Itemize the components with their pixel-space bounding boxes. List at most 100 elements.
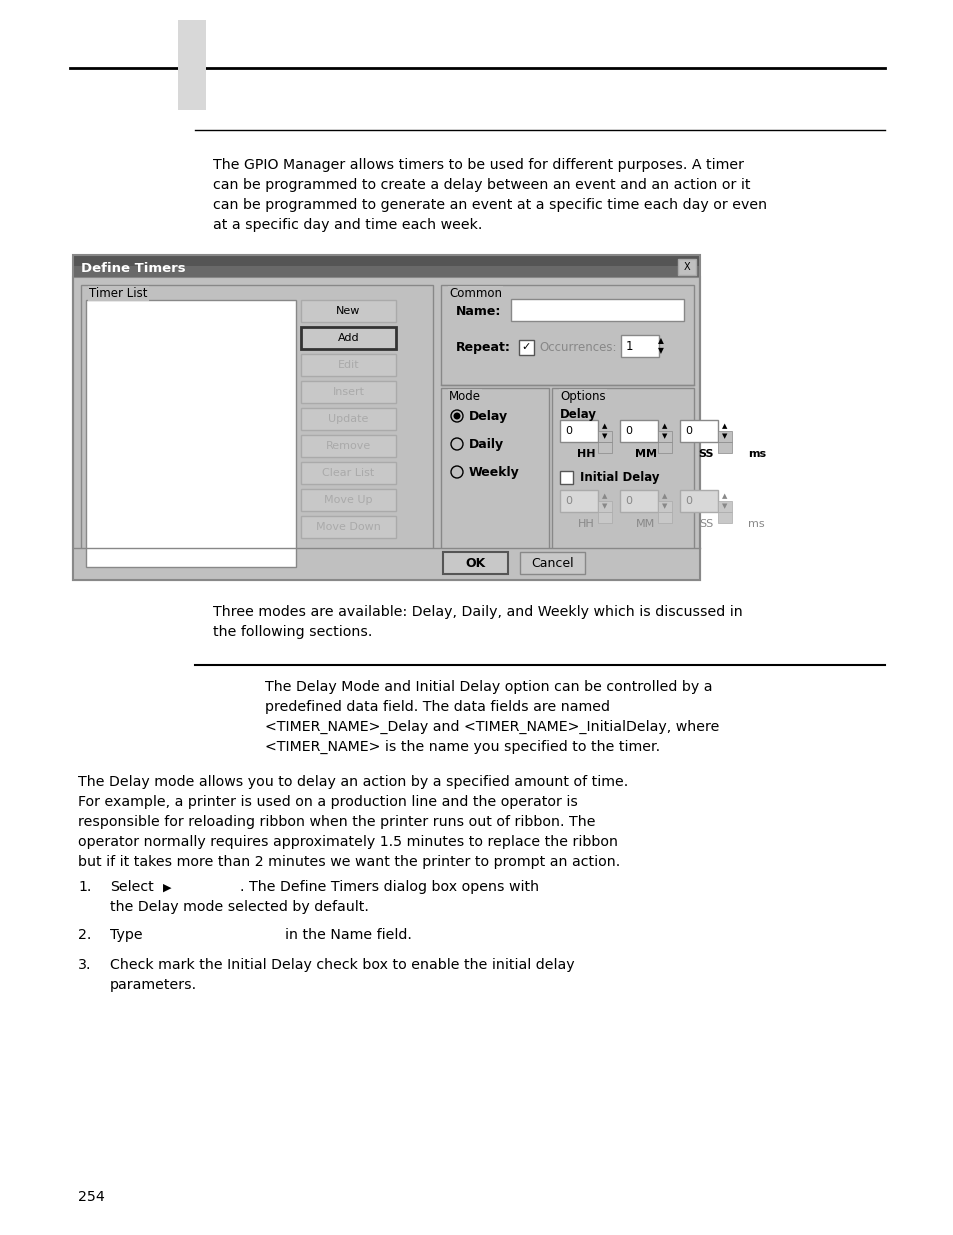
Text: Repeat:: Repeat: [456, 341, 511, 353]
Text: ▲: ▲ [601, 493, 607, 499]
Bar [73, 254, 700, 277]
Text: <TIMER_NAME>_Delay and <TIMER_NAME>_InitialDelay, where: <TIMER_NAME>_Delay and <TIMER_NAME>_Init… [265, 720, 719, 734]
Bar [718, 501, 731, 513]
Text: ▼: ▼ [601, 432, 607, 438]
Bar [81, 285, 433, 572]
Text: Occurrences:: Occurrences: [538, 341, 616, 353]
Bar [598, 501, 612, 513]
Text: Daily: Daily [469, 437, 503, 451]
Text: 0: 0 [564, 496, 572, 506]
Text: Timer List: Timer List [89, 287, 148, 300]
Bar [559, 490, 598, 513]
Text: ▲: ▲ [661, 424, 667, 429]
Text: ▲: ▲ [601, 424, 607, 429]
Bar [658, 501, 671, 513]
Text: parameters.: parameters. [110, 978, 197, 992]
Text: Select: Select [110, 881, 153, 894]
Text: Options: Options [559, 390, 605, 403]
Text: Type: Type [110, 927, 143, 942]
Bar [301, 327, 395, 350]
Text: responsible for reloading ribbon when the printer runs out of ribbon. The: responsible for reloading ribbon when th… [78, 815, 595, 829]
Bar [718, 513, 731, 522]
Bar [301, 435, 395, 457]
Bar [519, 552, 584, 574]
Bar [559, 420, 598, 442]
Bar [301, 516, 395, 538]
Bar [559, 471, 573, 484]
Text: Clear List: Clear List [322, 468, 375, 478]
Bar [440, 285, 693, 385]
Text: 0: 0 [684, 426, 691, 436]
Bar [679, 420, 718, 442]
Text: The GPIO Manager allows timers to be used for different purposes. A timer: The GPIO Manager allows timers to be use… [213, 158, 743, 172]
Text: Check mark the Initial Delay check box to enable the initial delay: Check mark the Initial Delay check box t… [110, 958, 574, 972]
Bar [73, 548, 700, 580]
Text: Define Timers: Define Timers [81, 262, 186, 274]
Bar [718, 442, 731, 453]
Text: SS: SS [698, 450, 713, 459]
Bar [301, 354, 395, 375]
Bar [301, 489, 395, 511]
Bar [679, 490, 718, 513]
Text: predefined data field. The data fields are named: predefined data field. The data fields a… [265, 700, 609, 714]
Text: ▼: ▼ [661, 503, 667, 509]
Text: Delay: Delay [559, 408, 597, 421]
Bar [73, 266, 700, 277]
Text: ▲: ▲ [661, 493, 667, 499]
Text: ▲: ▲ [658, 336, 663, 346]
Text: SS: SS [699, 519, 713, 529]
Bar [598, 442, 612, 453]
Text: OK: OK [465, 557, 485, 569]
Text: 0: 0 [564, 426, 572, 436]
Bar [658, 513, 671, 522]
Bar [518, 340, 534, 354]
Text: ▼: ▼ [601, 503, 607, 509]
Text: Insert: Insert [333, 387, 364, 396]
Text: 1: 1 [625, 340, 633, 352]
Text: can be programmed to create a delay between an event and an action or it: can be programmed to create a delay betw… [213, 178, 750, 191]
Text: <TIMER_NAME> is the name you specified to the timer.: <TIMER_NAME> is the name you specified t… [265, 740, 659, 755]
Text: the following sections.: the following sections. [213, 625, 372, 638]
Text: Three modes are available: Delay, Daily, and Weekly which is discussed in: Three modes are available: Delay, Daily,… [213, 605, 742, 619]
Bar [73, 254, 700, 580]
Text: MM: MM [635, 450, 657, 459]
Bar [301, 382, 395, 403]
Text: Name:: Name: [456, 305, 501, 317]
Text: Remove: Remove [326, 441, 371, 451]
Text: The Delay mode allows you to delay an action by a specified amount of time.: The Delay mode allows you to delay an ac… [78, 776, 628, 789]
Text: ▼: ▼ [721, 432, 727, 438]
Bar [301, 300, 395, 322]
Text: in the Name field.: in the Name field. [285, 927, 412, 942]
Bar [619, 490, 658, 513]
Text: ms: ms [747, 450, 765, 459]
Text: Move Up: Move Up [324, 495, 373, 505]
Text: Cancel: Cancel [531, 557, 573, 569]
Text: at a specific day and time each week.: at a specific day and time each week. [213, 219, 482, 232]
Bar [552, 388, 693, 572]
Text: . The Define Timers dialog box opens with: . The Define Timers dialog box opens wit… [240, 881, 538, 894]
Text: ▲: ▲ [721, 424, 727, 429]
Text: MM: MM [636, 519, 655, 529]
Text: HH: HH [577, 519, 594, 529]
Bar [86, 300, 295, 567]
Text: Common: Common [449, 287, 501, 300]
Bar [511, 299, 683, 321]
Text: ▼: ▼ [661, 432, 667, 438]
Bar [658, 431, 671, 442]
Text: Edit: Edit [337, 359, 359, 370]
Bar [440, 388, 548, 572]
Text: For example, a printer is used on a production line and the operator is: For example, a printer is used on a prod… [78, 795, 578, 809]
Text: 2.: 2. [78, 927, 91, 942]
Text: Mode: Mode [449, 390, 480, 403]
Text: operator normally requires approximately 1.5 minutes to replace the ribbon: operator normally requires approximately… [78, 835, 618, 848]
Text: HH: HH [577, 450, 595, 459]
Bar [301, 408, 395, 430]
Text: ✓: ✓ [520, 342, 530, 352]
Text: ▼: ▼ [721, 503, 727, 509]
Bar [73, 277, 700, 580]
Text: New: New [336, 306, 360, 316]
Text: 3.: 3. [78, 958, 91, 972]
Bar [658, 442, 671, 453]
Text: 1.: 1. [78, 881, 91, 894]
Bar [678, 259, 696, 275]
